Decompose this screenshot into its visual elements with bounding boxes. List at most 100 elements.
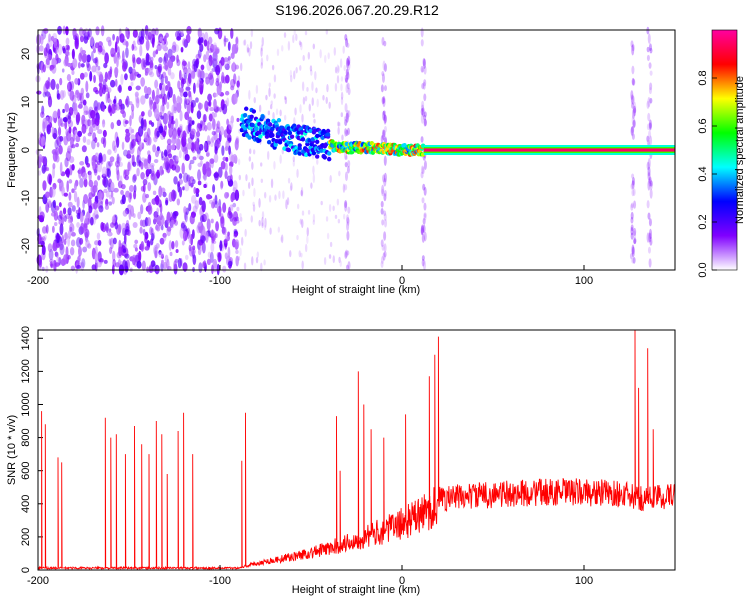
heatmap-cell xyxy=(104,204,109,211)
heatmap-cell xyxy=(174,165,181,173)
heatmap-cell xyxy=(212,44,218,57)
heatmap-cell xyxy=(67,207,72,216)
heatmap-streak xyxy=(423,213,427,221)
heatmap-streak xyxy=(649,180,653,187)
heatmap-cell xyxy=(336,75,340,84)
heatmap-streak xyxy=(632,78,636,86)
heatmap-streak xyxy=(647,33,651,44)
heatmap-streak xyxy=(344,201,348,212)
heatmap-cell xyxy=(131,68,137,81)
heatmap-trace xyxy=(310,137,316,142)
heatmap-cell xyxy=(319,49,322,59)
heatmap-cell xyxy=(91,139,96,150)
heatmap-y-tick-label: -20 xyxy=(20,238,32,254)
heatmap-streak xyxy=(648,232,652,243)
heatmap-cell xyxy=(206,258,211,266)
heatmap-cell xyxy=(183,97,187,110)
heatmap-cell xyxy=(256,251,260,258)
heatmap-cell xyxy=(95,26,100,36)
heatmap-cell xyxy=(185,174,190,184)
heatmap-cell xyxy=(299,64,302,71)
heatmap-streak xyxy=(631,173,635,179)
heatmap-cell xyxy=(320,200,323,206)
heatmap-cell xyxy=(107,231,113,237)
heatmap-streak xyxy=(423,119,427,127)
heatmap-cell xyxy=(234,138,239,151)
heatmap-cell xyxy=(83,194,89,205)
heatmap-cell xyxy=(263,224,267,231)
heatmap-streak xyxy=(632,119,636,128)
heatmap-cell xyxy=(187,73,192,84)
heatmap-cell xyxy=(176,95,180,104)
heatmap-streak xyxy=(382,129,386,138)
heatmap-trace xyxy=(300,137,306,142)
heatmap-cell xyxy=(125,128,130,134)
heatmap-cell xyxy=(145,39,150,51)
heatmap-cell xyxy=(253,187,256,198)
heatmap-cell xyxy=(89,119,93,129)
heatmap-cell xyxy=(199,43,204,53)
heatmap-cell xyxy=(46,60,50,66)
heatmap-cell xyxy=(167,153,173,159)
heatmap-streak xyxy=(633,107,637,114)
heatmap-cell xyxy=(47,95,53,108)
heatmap-cell xyxy=(67,145,73,154)
heatmap-cell xyxy=(163,125,168,131)
heatmap-cell xyxy=(292,160,296,167)
heatmap-streak xyxy=(382,95,386,104)
heatmap-cell xyxy=(120,73,124,86)
heatmap-cell xyxy=(226,118,230,126)
heatmap-cell xyxy=(139,44,143,57)
heatmap-cell xyxy=(133,190,137,200)
heatmap-cell xyxy=(38,259,43,268)
heatmap-cell xyxy=(213,153,219,163)
heatmap-cell xyxy=(302,96,306,105)
heatmap-cell xyxy=(67,119,74,128)
heatmap-cell xyxy=(220,180,224,189)
heatmap-streak xyxy=(420,27,424,38)
heatmap-cell xyxy=(329,241,333,248)
heatmap-cell xyxy=(232,61,236,71)
heatmap-cell xyxy=(40,111,45,119)
heatmap-cell xyxy=(118,239,122,249)
heatmap-cell xyxy=(167,58,174,69)
heatmap-cell xyxy=(177,127,181,137)
heatmap-cell xyxy=(170,72,175,80)
heatmap-cell xyxy=(210,229,214,241)
heatmap-cell xyxy=(75,90,79,95)
heatmap-streak xyxy=(631,176,635,186)
heatmap-cell xyxy=(149,99,154,106)
heatmap-cell xyxy=(106,87,112,93)
heatmap-cell xyxy=(73,182,77,191)
heatmap-cell xyxy=(267,150,270,160)
heatmap-cell xyxy=(142,183,146,193)
heatmap-cell xyxy=(337,65,340,73)
heatmap-cell xyxy=(88,179,94,188)
heatmap-streak xyxy=(631,246,635,258)
heatmap-streak xyxy=(420,136,424,143)
heatmap-streak xyxy=(630,202,634,209)
heatmap-streak xyxy=(649,236,653,246)
heatmap-cell xyxy=(141,260,146,272)
heatmap-x-tick-label: 100 xyxy=(575,275,593,287)
heatmap-cell xyxy=(252,149,256,155)
heatmap-cell xyxy=(192,205,198,213)
heatmap-cell xyxy=(166,112,172,125)
heatmap-streak xyxy=(633,238,637,245)
heatmap-x-axis-title: Height of straight line (km) xyxy=(292,284,420,296)
heatmap-cell xyxy=(182,186,185,191)
heatmap-cell xyxy=(68,126,72,134)
heatmap-cell xyxy=(171,241,175,250)
heatmap-trace xyxy=(322,155,328,160)
heatmap-cell xyxy=(179,110,183,122)
heatmap-cell xyxy=(168,240,172,251)
heatmap-cell xyxy=(114,160,121,168)
heatmap-cell xyxy=(248,89,251,100)
heatmap-cell xyxy=(195,58,200,66)
heatmap-streak xyxy=(382,252,386,261)
heatmap-cell xyxy=(178,69,182,81)
heatmap-cell xyxy=(70,232,76,237)
heatmap-cell xyxy=(65,51,71,57)
heatmap-cell xyxy=(84,155,89,166)
heatmap-cell xyxy=(94,252,99,264)
